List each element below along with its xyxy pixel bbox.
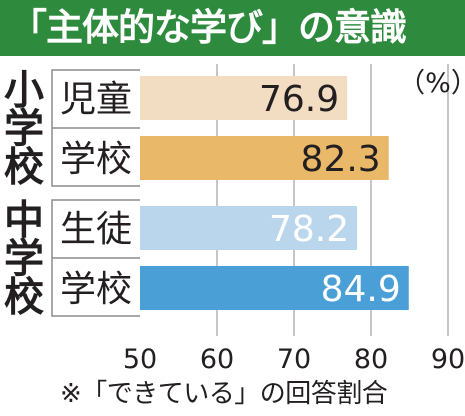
footnote: ※「できている」の回答割合 [60, 379, 388, 409]
category-label: 生徒 [60, 209, 132, 250]
x-tick-label: 90 [431, 344, 465, 375]
category-label: 学校 [60, 269, 132, 310]
category-label: 児童 [60, 79, 132, 120]
group-label-char: 中 [4, 197, 44, 243]
category-label: 学校 [60, 139, 132, 180]
group-label-char: 校 [4, 275, 44, 321]
chart-title: 「主体的な学び」の意識 [10, 6, 407, 49]
group-label-char: 学 [4, 106, 44, 152]
x-tick-label: 80 [354, 344, 388, 375]
bar [140, 266, 409, 310]
bar [140, 136, 389, 180]
chart-area: 5060708090（%）小学校児童76.9学校82.3中学校生徒78.2学校8… [4, 64, 465, 375]
bar-value-label: 76.9 [259, 79, 339, 120]
x-tick-label: 50 [123, 344, 157, 375]
unit-label: （%） [398, 68, 465, 99]
group-label-char: 学 [4, 236, 44, 282]
x-tick-label: 60 [200, 344, 234, 375]
group-label-char: 小 [4, 67, 44, 113]
group-label-char: 校 [4, 145, 44, 191]
bar [140, 76, 348, 120]
bar-value-label: 84.9 [321, 269, 401, 310]
title-bar: 「主体的な学び」の意識 [0, 0, 465, 56]
bar-value-label: 78.2 [269, 209, 349, 250]
bar [140, 206, 358, 250]
x-tick-label: 70 [277, 344, 311, 375]
bar-value-label: 82.3 [301, 139, 381, 180]
